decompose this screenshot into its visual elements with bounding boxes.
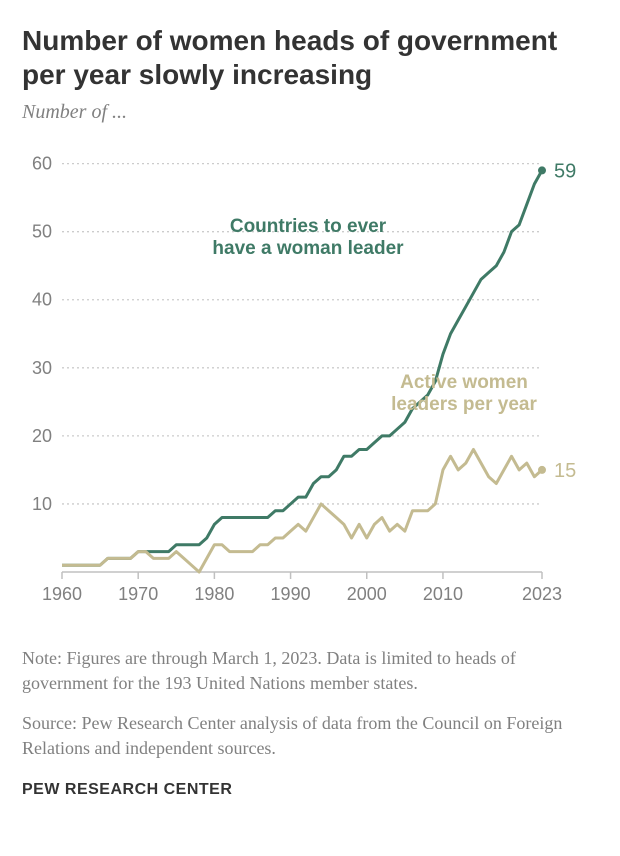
chart-title: Number of women heads of government per … [22,24,598,91]
svg-text:1970: 1970 [118,584,158,604]
chart-area: 10 20 30 40 50 60 1960 1970 1980 1990 2000 2010 2023… [22,132,598,632]
series-label-ever: have a woman leader [212,238,404,259]
svg-text:2010: 2010 [423,584,463,604]
svg-text:60: 60 [32,154,52,174]
series-label-active: Active women [400,372,528,393]
svg-text:30: 30 [32,358,52,378]
svg-text:2000: 2000 [347,584,387,604]
end-label-ever: 59 [554,161,576,183]
svg-text:10: 10 [32,494,52,514]
series-active [62,450,542,573]
svg-text:1960: 1960 [42,584,82,604]
svg-text:40: 40 [32,290,52,310]
svg-text:2023: 2023 [522,584,562,604]
chart-source: Source: Pew Research Center analysis of … [22,711,598,761]
attribution: PEW RESEARCH CENTER [22,781,598,799]
chart-subtitle: Number of ... [22,101,598,124]
chart-note: Note: Figures are through March 1, 2023.… [22,646,598,696]
end-label-active: 15 [554,460,576,482]
line-chart: 10 20 30 40 50 60 1960 1970 1980 1990 2000 2010 2023… [22,132,598,632]
end-marker-active [538,466,546,474]
svg-text:1990: 1990 [271,584,311,604]
svg-text:1980: 1980 [194,584,234,604]
svg-text:50: 50 [32,222,52,242]
series-label-ever: Countries to ever [230,216,387,237]
series-label-active: leaders per year [391,394,537,415]
svg-text:20: 20 [32,426,52,446]
end-marker-ever [538,167,546,175]
